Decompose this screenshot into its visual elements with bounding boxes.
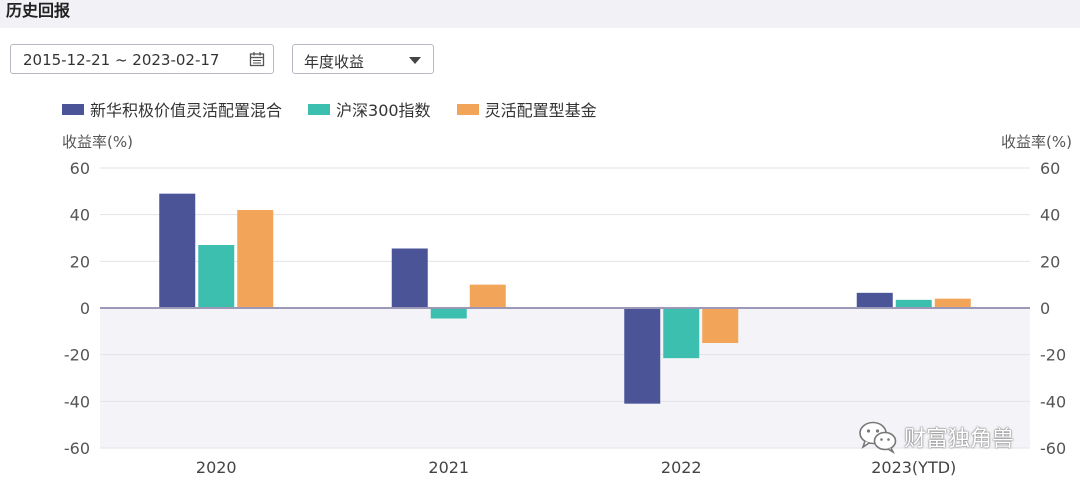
calendar-icon bbox=[249, 52, 265, 67]
wechat-icon bbox=[859, 421, 897, 454]
y-tick-label-right: 0 bbox=[1040, 299, 1050, 318]
y-tick-label-left: -60 bbox=[64, 439, 90, 458]
mode-select-value: 年度收益 bbox=[304, 53, 365, 71]
legend-swatch bbox=[62, 103, 84, 115]
section-header: 历史回报 bbox=[0, 0, 1080, 28]
bar bbox=[663, 308, 700, 359]
bar bbox=[391, 248, 428, 308]
bar bbox=[430, 308, 467, 319]
y-axis-title-right: 收益率(%) bbox=[1001, 133, 1072, 151]
y-tick-label-right: 60 bbox=[1040, 159, 1060, 178]
x-tick-label: 2022 bbox=[661, 458, 702, 477]
y-tick-label-right: 20 bbox=[1040, 252, 1060, 271]
y-tick-label-left: 20 bbox=[70, 252, 90, 271]
y-axis-title-left: 收益率(%) bbox=[62, 133, 133, 151]
section-title: 历史回报 bbox=[6, 1, 71, 20]
y-tick-label-left: 40 bbox=[70, 206, 90, 225]
bar bbox=[895, 299, 932, 308]
date-range-value: 2015-12-21 ~ 2023-02-17 bbox=[23, 51, 220, 69]
legend-swatch bbox=[308, 103, 331, 115]
watermark-text: 财富独角兽 bbox=[904, 427, 1015, 452]
legend-label: 沪深300指数 bbox=[336, 101, 431, 120]
x-tick-label: 2020 bbox=[196, 458, 237, 477]
bar bbox=[469, 284, 506, 308]
y-tick-label-right: -60 bbox=[1040, 439, 1066, 458]
chart-legend: 新华积极价值灵活配置混合 沪深300指数 灵活配置型基金 bbox=[62, 98, 623, 120]
legend-item[interactable]: 沪深300指数 bbox=[308, 97, 431, 121]
bar bbox=[198, 245, 235, 308]
y-tick-label-left: 0 bbox=[80, 299, 90, 318]
legend-item[interactable]: 灵活配置型基金 bbox=[456, 97, 597, 121]
bar bbox=[934, 298, 971, 308]
x-tick-label: 2023(YTD) bbox=[871, 458, 956, 477]
watermark: 财富独角兽 bbox=[858, 420, 1014, 454]
legend-swatch bbox=[456, 103, 479, 115]
y-tick-label-left: 60 bbox=[70, 159, 90, 178]
bar bbox=[159, 193, 196, 308]
bar bbox=[702, 308, 739, 343]
legend-label: 灵活配置型基金 bbox=[484, 101, 597, 120]
y-tick-label-right: -20 bbox=[1040, 346, 1066, 365]
y-tick-label-left: -40 bbox=[64, 392, 90, 411]
y-tick-label-right: 40 bbox=[1040, 206, 1060, 225]
mode-select[interactable]: 年度收益 bbox=[292, 44, 434, 74]
bar bbox=[856, 292, 893, 308]
legend-item[interactable]: 新华积极价值灵活配置混合 bbox=[62, 97, 282, 121]
chevron-down-icon bbox=[409, 57, 421, 64]
bar bbox=[624, 308, 661, 404]
date-range-picker[interactable]: 2015-12-21 ~ 2023-02-17 bbox=[10, 44, 274, 74]
x-tick-label: 2021 bbox=[428, 458, 469, 477]
bar bbox=[237, 210, 274, 308]
y-tick-label-left: -20 bbox=[64, 346, 90, 365]
y-tick-label-right: -40 bbox=[1040, 392, 1066, 411]
legend-label: 新华积极价值灵活配置混合 bbox=[90, 101, 283, 120]
